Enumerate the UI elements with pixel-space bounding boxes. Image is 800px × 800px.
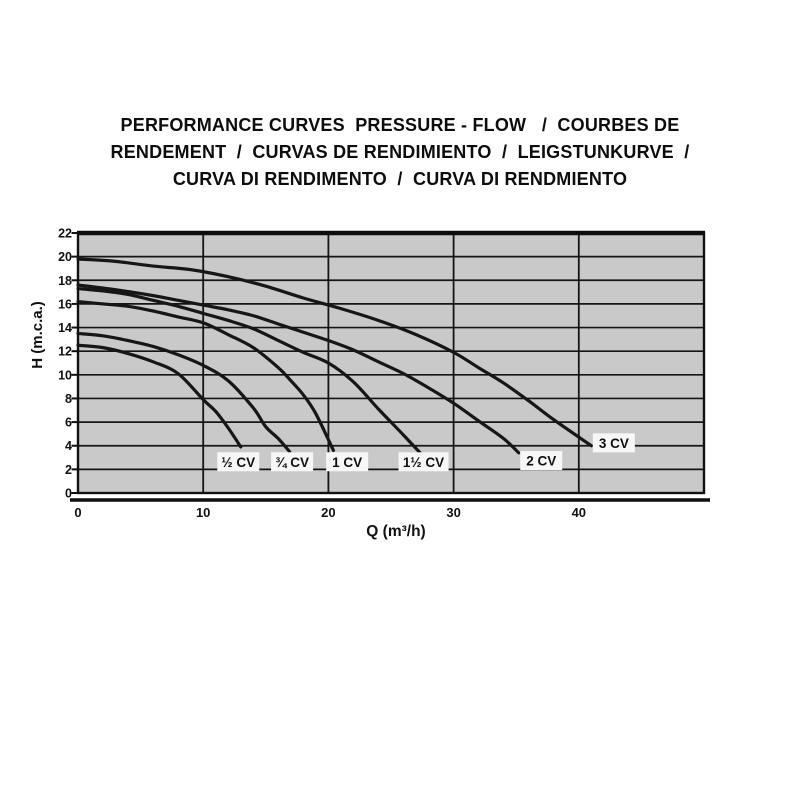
x-tick-label: 40 [572,505,586,520]
y-tick-label: 12 [58,345,72,359]
curve-label: ¾ CV [275,455,309,470]
x-axis-label: Q (m³/h) [366,523,426,540]
y-tick-label: 20 [58,250,72,264]
curve-label: 1½ CV [403,455,444,470]
y-tick-label: 22 [58,227,72,241]
x-tick-label: 20 [321,505,335,520]
curve-label: 1 CV [332,455,362,470]
chart-title: PERFORMANCE CURVES PRESSURE - FLOW / COU… [0,112,800,193]
y-tick-label: 8 [65,392,72,406]
title-line-1: PERFORMANCE CURVES PRESSURE - FLOW / COU… [120,115,680,135]
y-tick-label: 18 [58,274,72,288]
x-tick-label: 30 [446,505,460,520]
curve-label-box [217,452,260,472]
y-tick-label: 16 [58,297,72,311]
curve-3-CV [76,257,593,448]
curve-label-box [398,452,449,472]
curve-label-box [326,452,369,472]
curve-2-CV [76,283,521,455]
y-tick-label: 14 [58,321,72,335]
y-tick-label: 6 [65,416,72,430]
title-line-3: CURVA DI RENDIMENTO / CURVA DI RENDMIENT… [172,169,628,189]
curve-½-CV [76,343,243,449]
x-tick-label: 0 [74,505,81,520]
x-tick-label: 10 [196,505,210,520]
curve-¾-CV [76,331,292,454]
curve-1½-CV [76,286,424,457]
y-tick-label: 2 [65,463,72,477]
y-tick-label: 0 [65,487,72,501]
plot-background [78,233,704,493]
y-tick-label: 10 [58,368,72,382]
y-tick-label: 4 [65,439,72,453]
curve-label-box [592,433,635,453]
curve-1-CV [76,299,336,453]
curve-label-box [271,452,314,472]
curve-label: 3 CV [599,436,629,451]
title-line-2: RENDEMENT / CURVAS DE RENDIMIENTO / LEIG… [110,142,690,162]
curve-label: 2 CV [526,454,556,469]
curve-label-box [520,451,563,471]
performance-chart: ½ CV ¾ CV 1 CV 1½ CV 2 CV 3 CV 0 2 4 6 8 10 12 14 16 18… [58,227,710,520]
curve-label: ½ CV [221,455,255,470]
